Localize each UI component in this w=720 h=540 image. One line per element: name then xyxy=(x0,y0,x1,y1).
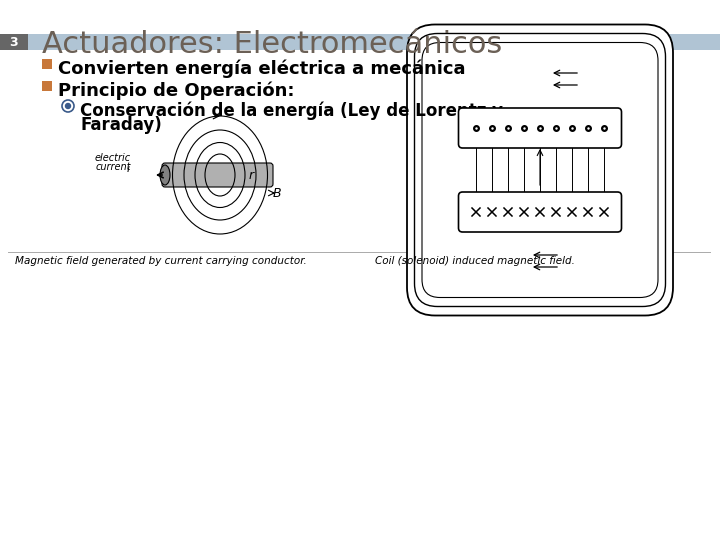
FancyBboxPatch shape xyxy=(415,33,665,307)
Ellipse shape xyxy=(160,165,170,185)
Text: $r$: $r$ xyxy=(248,169,256,182)
FancyBboxPatch shape xyxy=(407,24,673,315)
FancyBboxPatch shape xyxy=(459,108,621,148)
Text: Faraday): Faraday) xyxy=(80,116,162,134)
Text: $B$: $B$ xyxy=(272,187,282,200)
FancyBboxPatch shape xyxy=(162,163,273,187)
Circle shape xyxy=(66,104,71,109)
Text: Convierten energía eléctrica a mecánica: Convierten energía eléctrica a mecánica xyxy=(58,59,466,78)
Text: Principio de Operación:: Principio de Operación: xyxy=(58,81,294,99)
Bar xyxy=(0,34,28,50)
Text: Conservación de la energía (Ley de Lorentz y: Conservación de la energía (Ley de Loren… xyxy=(80,101,503,119)
Text: current: current xyxy=(95,162,131,172)
FancyBboxPatch shape xyxy=(422,43,658,298)
Bar xyxy=(42,59,52,69)
Text: 3: 3 xyxy=(9,36,18,49)
Bar xyxy=(0,34,720,50)
Text: Magnetic field generated by current carrying conductor.: Magnetic field generated by current carr… xyxy=(15,256,307,266)
Text: Coil (solenoid) induced magnetic field.: Coil (solenoid) induced magnetic field. xyxy=(375,256,575,266)
Bar xyxy=(42,81,52,91)
Text: electric: electric xyxy=(95,153,131,163)
FancyBboxPatch shape xyxy=(459,192,621,232)
Text: $i$: $i$ xyxy=(127,162,132,174)
Text: Actuadores: Electromecánicos: Actuadores: Electromecánicos xyxy=(42,30,503,59)
